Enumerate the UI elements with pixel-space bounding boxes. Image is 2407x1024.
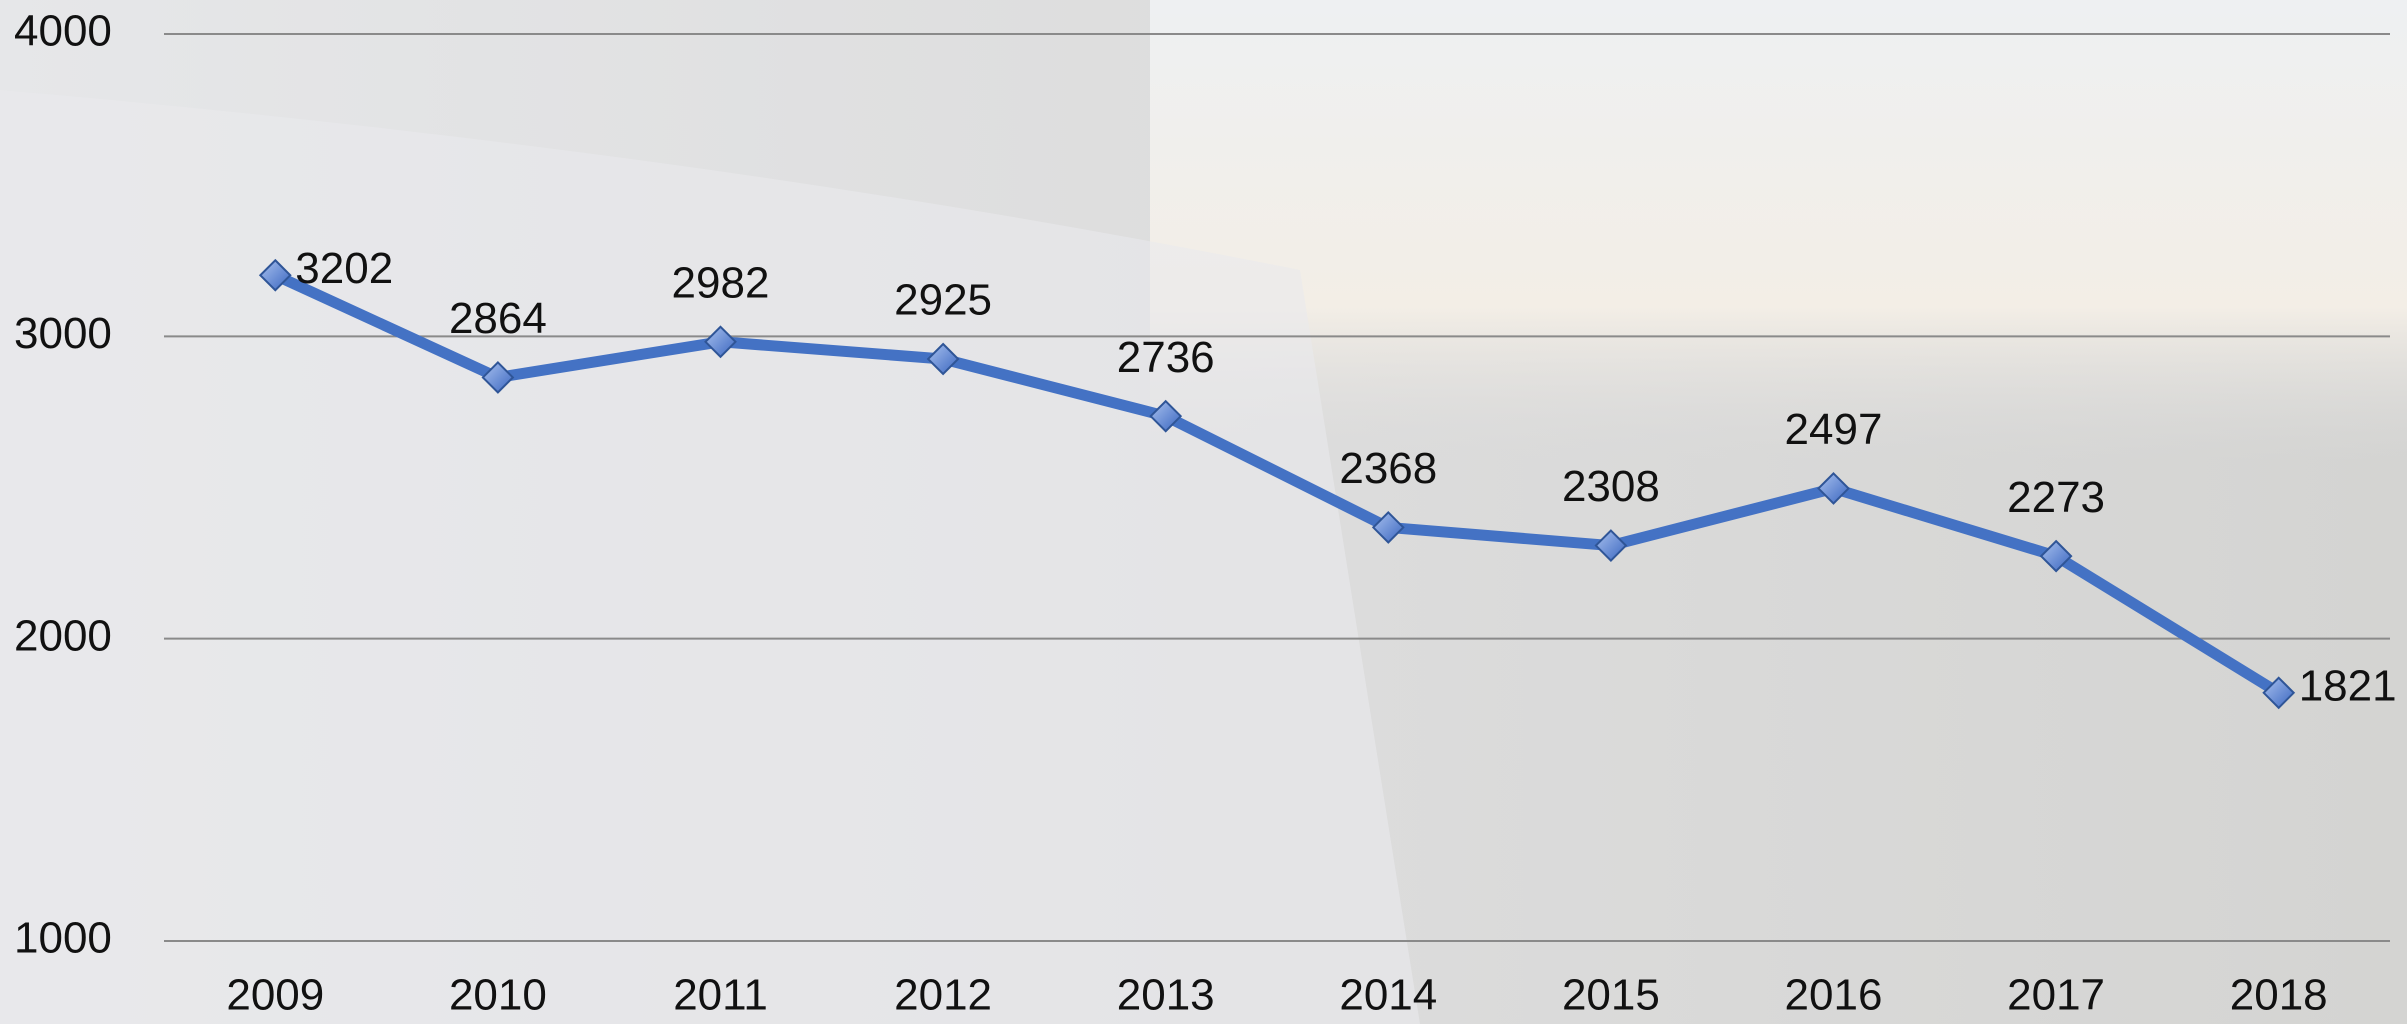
x-tick-label: 2011 bbox=[673, 971, 768, 1020]
data-label: 2368 bbox=[1339, 444, 1437, 493]
y-tick-label: 3000 bbox=[14, 309, 112, 358]
data-label: 2864 bbox=[449, 294, 547, 343]
x-tick-label: 2018 bbox=[2230, 971, 2328, 1020]
y-tick-label: 4000 bbox=[14, 7, 112, 56]
page: 1000 2000 3000 4000 2009 2010 2011 2012 2013 2014… bbox=[0, 0, 2407, 1024]
data-label: 2497 bbox=[1785, 405, 1883, 454]
x-tick-label: 2017 bbox=[2007, 971, 2105, 1020]
chart: 1000 2000 3000 4000 2009 2010 2011 2012 2013 2014… bbox=[0, 0, 2407, 1024]
x-tick-label: 2012 bbox=[894, 971, 992, 1020]
data-label: 2273 bbox=[2007, 473, 2105, 522]
x-tick-label: 2015 bbox=[1562, 971, 1660, 1020]
data-label: 2982 bbox=[672, 258, 770, 307]
data-label: 1821 bbox=[2299, 661, 2397, 710]
data-label: 3202 bbox=[295, 244, 393, 293]
x-tick-label: 2014 bbox=[1339, 971, 1437, 1020]
y-tick-label: 2000 bbox=[14, 611, 112, 660]
x-tick-label: 2010 bbox=[449, 971, 547, 1020]
x-tick-label: 2016 bbox=[1785, 971, 1883, 1020]
x-tick-label: 2009 bbox=[226, 971, 324, 1020]
data-label: 2308 bbox=[1562, 462, 1660, 511]
data-label: 2925 bbox=[894, 276, 992, 325]
x-tick-label: 2013 bbox=[1117, 971, 1215, 1020]
y-tick-label: 1000 bbox=[14, 914, 112, 963]
data-label: 2736 bbox=[1117, 333, 1215, 382]
